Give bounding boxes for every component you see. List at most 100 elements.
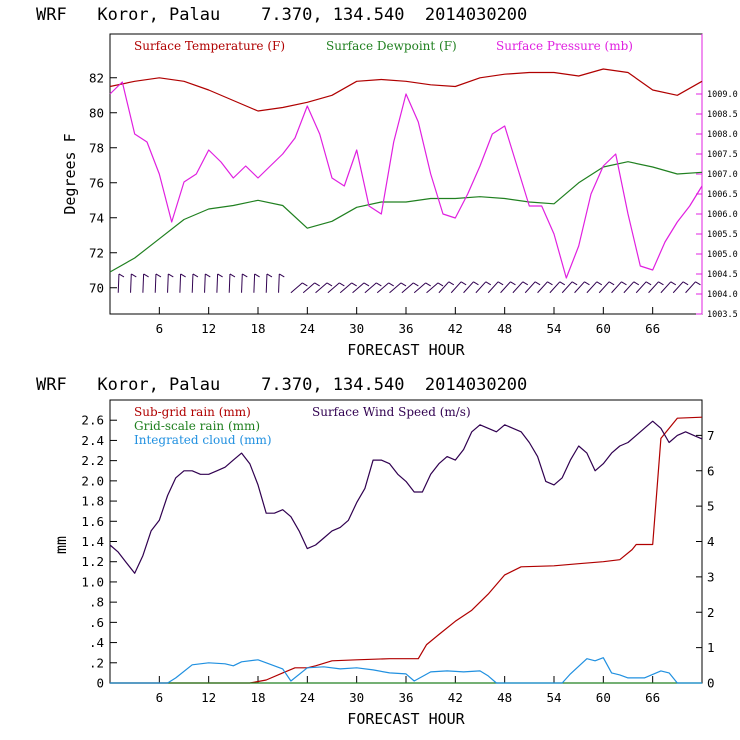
chart2-ytick-label: 1.0 <box>81 574 104 589</box>
wind-barb-flag <box>192 273 199 278</box>
chart1-xtick-label: 60 <box>596 321 611 336</box>
chart1-ytick-label: 72 <box>89 245 104 260</box>
chart1-y2tick-label: 1005.5 <box>707 230 738 240</box>
wind-barb-flag <box>645 281 652 286</box>
chart2-legend-integrated-cloud: Integrated cloud (mm) <box>134 433 272 447</box>
chart2-ytick-label: 1.2 <box>81 554 104 569</box>
chart1-xtick-label: 48 <box>497 321 512 336</box>
chart2-ytick-label: 2.2 <box>81 453 104 468</box>
chart1-y-ticks: 70 72 74 76 78 80 82 <box>89 70 117 295</box>
chart2-xtick-label: 30 <box>349 690 364 705</box>
chart2-ytick-label: 1.6 <box>81 514 104 529</box>
chart1-xtick-label: 30 <box>349 321 364 336</box>
wind-barb <box>623 281 635 294</box>
chart2-series <box>109 416 703 684</box>
wind-barb <box>475 281 487 294</box>
chart1-xtick-label: 42 <box>448 321 463 336</box>
wind-barb <box>253 273 256 293</box>
chart1-legend-pressure: Surface Pressure (mb) <box>496 39 633 53</box>
wind-barb-flag <box>229 273 236 278</box>
wind-barb-flag <box>547 281 553 286</box>
chart2-xlabel: FORECAST HOUR <box>347 710 465 728</box>
wind-barb-flag <box>217 273 223 278</box>
chart1-y2tick-label: 1003.5 <box>707 310 738 320</box>
chart2-y-ticks: 0 .2 .4 .6 .8 1.0 1.2 1.4 1.6 1.8 2.0 2.2 2.4 2.6 <box>81 413 117 691</box>
chart2-ytick-label: 2.6 <box>81 413 104 428</box>
wind-barb <box>364 282 377 294</box>
wind-barb-flag <box>584 281 590 286</box>
wind-barb-flag <box>400 282 407 287</box>
wind-barb-flag <box>339 282 345 287</box>
chart2-xtick-label: 12 <box>201 690 216 705</box>
chart1-y2tick-label: 1008.0 <box>707 130 738 140</box>
wind-barb <box>648 281 659 294</box>
chart1-series <box>109 68 703 279</box>
chart2-ytick-label: .4 <box>89 635 104 650</box>
wind-barb-flag <box>302 282 308 287</box>
wind-barb-flag <box>314 282 320 287</box>
chart1-y2tick-label: 1008.5 <box>707 110 738 120</box>
chart2-ytick-label: 2.4 <box>81 433 104 448</box>
chart2-y2-ticks: 0 1 2 3 4 5 6 7 <box>696 428 715 691</box>
wind-barb <box>598 281 610 294</box>
chart2-legend-subgrid-rain: Sub-grid rain (mm) <box>134 405 251 419</box>
chart1-line-surface-pressure-mb <box>109 81 703 279</box>
chart1-ytick-label: 76 <box>89 175 104 190</box>
chart2-y2tick-label: 0 <box>707 676 715 691</box>
chart1-xtick-label: 18 <box>250 321 265 336</box>
chart1-y2tick-label: 1004.0 <box>707 290 738 300</box>
wind-barb-flag <box>205 273 211 278</box>
chart2-ytick-label: 1.8 <box>81 494 104 509</box>
wind-barb-flag <box>168 273 174 278</box>
wind-barb-flag <box>670 281 677 286</box>
wind-barb-flag <box>485 281 492 286</box>
chart1-y2tick-label: 1004.5 <box>707 270 738 280</box>
wind-barb <box>290 282 303 294</box>
wind-barb <box>685 281 696 294</box>
wind-barb-flag <box>608 281 615 286</box>
chart1-ytick-label: 78 <box>89 140 104 155</box>
chart1-ylabel: Degrees F <box>61 133 79 214</box>
chart1-xtick-label: 12 <box>201 321 216 336</box>
chart2-y2tick-label: 1 <box>707 640 715 655</box>
wind-barb-flag <box>131 273 137 278</box>
wind-barb <box>438 281 450 294</box>
wind-barb-flag <box>155 273 162 278</box>
chart1-xtick-label: 54 <box>546 321 561 336</box>
chart2-legend-gridscale-rain: Grid-scale rain (mm) <box>134 419 260 433</box>
wind-barb-flag <box>363 282 370 287</box>
chart1-line-surface-temperature-f <box>109 68 703 112</box>
wind-barb <box>117 273 120 293</box>
wind-barb-flag <box>413 282 419 287</box>
wind-barb <box>142 273 145 293</box>
wind-barb-flag <box>437 282 444 287</box>
wind-barb-flag <box>254 273 260 278</box>
wind-barb <box>635 281 647 294</box>
chart2-ytick-label: .8 <box>89 595 104 610</box>
wind-barb-flag <box>448 281 455 286</box>
chart2-ytick-label: 0 <box>96 676 104 691</box>
chart2-y2tick-label: 2 <box>707 605 715 620</box>
wind-barb-flag <box>497 281 504 286</box>
wind-barb <box>413 282 427 294</box>
wind-barb-flag <box>695 281 701 286</box>
chart2-xtick-label: 24 <box>300 690 315 705</box>
chart2-xtick-label: 18 <box>250 690 265 705</box>
wind-barb <box>191 273 194 293</box>
chart2-y2tick-label: 4 <box>707 534 715 549</box>
chart2-xtick-label: 36 <box>398 690 413 705</box>
wind-barb-flag <box>522 281 529 286</box>
chart1-y2tick-label: 1005.0 <box>707 250 738 260</box>
wind-barb <box>426 282 439 294</box>
wind-barb-flag <box>242 273 248 278</box>
chart2-ytick-label: .6 <box>89 615 104 630</box>
wind-barb <box>549 281 561 294</box>
wind-barb <box>241 273 243 293</box>
wind-barb <box>327 282 340 294</box>
chart1-line-surface-dewpoint-f <box>109 161 703 273</box>
wind-barb-flag <box>633 281 640 286</box>
wind-barb <box>660 281 672 294</box>
wind-barb <box>130 273 132 293</box>
chart2-xtick-label: 66 <box>645 690 660 705</box>
wind-barb-flag <box>658 281 664 286</box>
